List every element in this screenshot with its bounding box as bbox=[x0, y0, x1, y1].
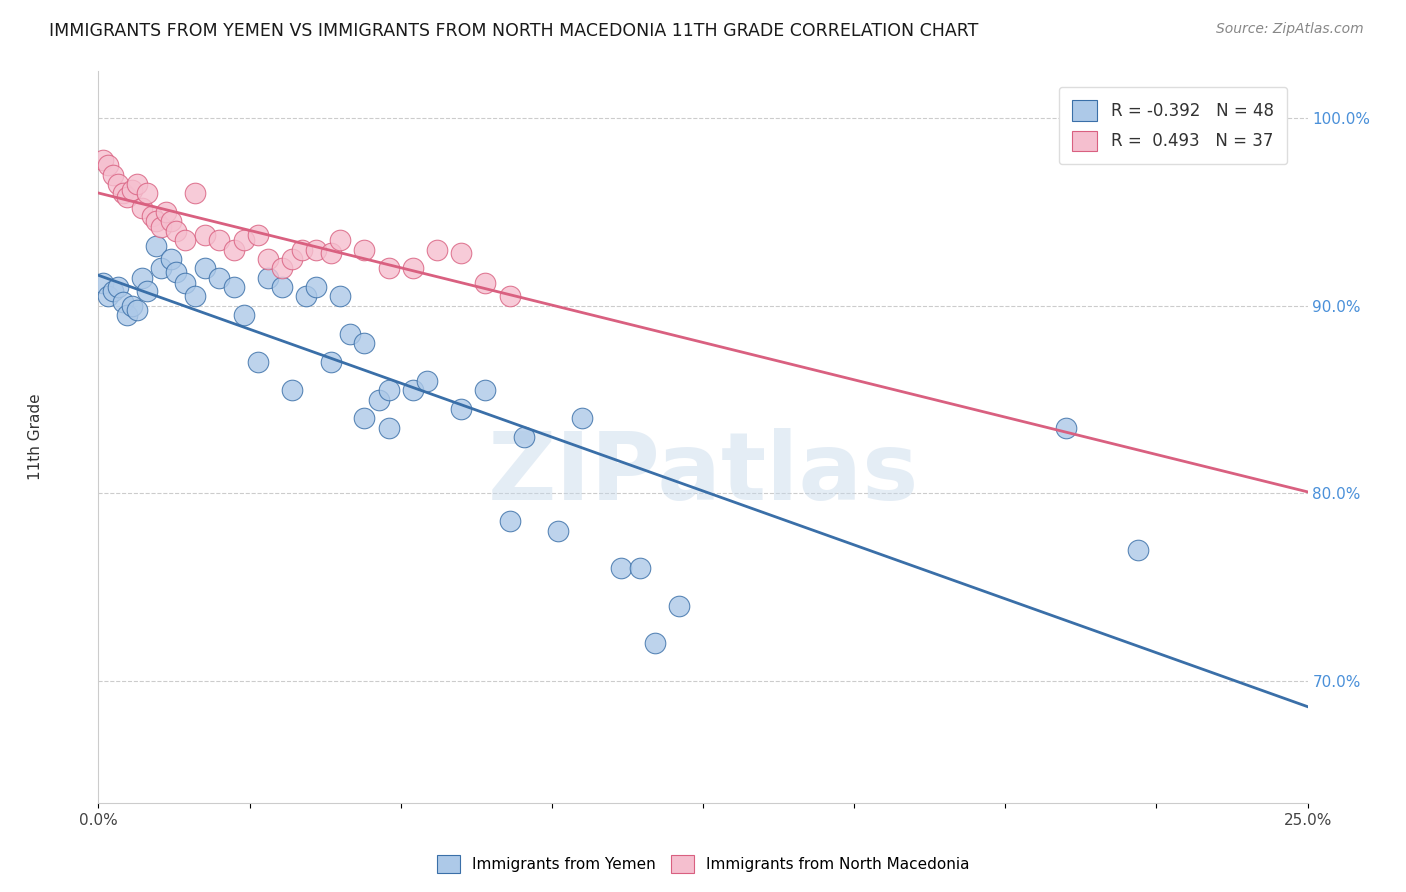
Text: Source: ZipAtlas.com: Source: ZipAtlas.com bbox=[1216, 22, 1364, 37]
Point bbox=[127, 302, 149, 317]
Point bbox=[232, 233, 254, 247]
Point bbox=[135, 186, 157, 201]
Point bbox=[353, 336, 375, 351]
Point bbox=[141, 209, 163, 223]
Point bbox=[498, 289, 520, 303]
Point bbox=[208, 270, 231, 285]
Point bbox=[281, 383, 304, 397]
Point bbox=[628, 561, 651, 575]
Legend: R = -0.392   N = 48, R =  0.493   N = 37: R = -0.392 N = 48, R = 0.493 N = 37 bbox=[1059, 87, 1286, 164]
Point bbox=[256, 252, 278, 266]
Point bbox=[165, 265, 187, 279]
Point bbox=[91, 277, 114, 291]
Point bbox=[474, 383, 496, 397]
Point bbox=[353, 411, 375, 425]
Point bbox=[305, 243, 328, 257]
Point bbox=[402, 383, 425, 397]
Point bbox=[290, 243, 312, 257]
Point bbox=[194, 261, 217, 276]
Point bbox=[135, 284, 157, 298]
Point bbox=[121, 182, 143, 196]
Point bbox=[184, 186, 207, 201]
Point bbox=[547, 524, 569, 538]
Point bbox=[353, 243, 375, 257]
Point bbox=[117, 190, 139, 204]
Point bbox=[97, 289, 120, 303]
Point bbox=[339, 326, 361, 341]
Point bbox=[111, 295, 134, 310]
Point bbox=[145, 214, 167, 228]
Point bbox=[232, 308, 254, 322]
Point bbox=[416, 374, 439, 388]
Point bbox=[1128, 542, 1150, 557]
Point bbox=[271, 261, 294, 276]
Point bbox=[222, 280, 245, 294]
Point bbox=[107, 177, 129, 191]
Point bbox=[450, 246, 472, 260]
Point bbox=[402, 261, 425, 276]
Point bbox=[271, 280, 294, 294]
Point bbox=[295, 289, 318, 303]
Point bbox=[145, 239, 167, 253]
Text: 11th Grade: 11th Grade bbox=[28, 393, 44, 481]
Point bbox=[377, 383, 399, 397]
Point bbox=[610, 561, 633, 575]
Point bbox=[368, 392, 391, 407]
Point bbox=[450, 401, 472, 416]
Point bbox=[208, 233, 231, 247]
Point bbox=[184, 289, 207, 303]
Point bbox=[426, 243, 449, 257]
Point bbox=[281, 252, 304, 266]
Point bbox=[474, 277, 496, 291]
Point bbox=[222, 243, 245, 257]
Point bbox=[256, 270, 278, 285]
Point bbox=[97, 158, 120, 172]
Point bbox=[668, 599, 690, 613]
Point bbox=[377, 261, 399, 276]
Point bbox=[319, 355, 342, 369]
Point bbox=[150, 220, 173, 235]
Point bbox=[194, 227, 217, 242]
Point bbox=[131, 270, 153, 285]
Point bbox=[305, 280, 328, 294]
Text: ZIPatlas: ZIPatlas bbox=[488, 427, 918, 520]
Point bbox=[329, 289, 352, 303]
Point bbox=[91, 153, 114, 167]
Point bbox=[127, 177, 149, 191]
Point bbox=[319, 246, 342, 260]
Point bbox=[107, 280, 129, 294]
Point bbox=[513, 430, 536, 444]
Point bbox=[101, 284, 124, 298]
Point bbox=[101, 168, 124, 182]
Point bbox=[117, 308, 139, 322]
Point bbox=[571, 411, 593, 425]
Point bbox=[155, 205, 177, 219]
Point bbox=[644, 636, 666, 650]
Point bbox=[160, 252, 183, 266]
Point bbox=[174, 277, 197, 291]
Point bbox=[131, 201, 153, 215]
Point bbox=[160, 214, 183, 228]
Point bbox=[247, 355, 270, 369]
Point bbox=[174, 233, 197, 247]
Point bbox=[111, 186, 134, 201]
Text: IMMIGRANTS FROM YEMEN VS IMMIGRANTS FROM NORTH MACEDONIA 11TH GRADE CORRELATION : IMMIGRANTS FROM YEMEN VS IMMIGRANTS FROM… bbox=[49, 22, 979, 40]
Point bbox=[377, 420, 399, 434]
Point bbox=[165, 224, 187, 238]
Point bbox=[498, 515, 520, 529]
Point bbox=[247, 227, 270, 242]
Point bbox=[121, 299, 143, 313]
Point bbox=[150, 261, 173, 276]
Point bbox=[1054, 420, 1077, 434]
Point bbox=[329, 233, 352, 247]
